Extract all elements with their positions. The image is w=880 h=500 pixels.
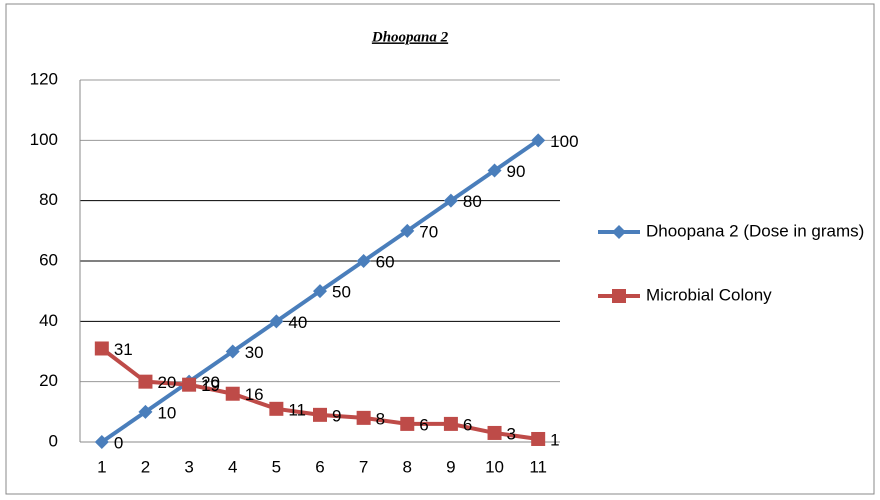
marker [225, 344, 240, 359]
y-tick-label: 80 [39, 190, 58, 209]
x-tick-label: 3 [184, 457, 193, 476]
x-tick-label: 4 [228, 457, 237, 476]
data-label: 20 [157, 373, 176, 392]
y-tick-label: 40 [39, 311, 58, 330]
data-label: 6 [419, 415, 428, 434]
marker [356, 254, 371, 268]
data-label: 30 [245, 343, 264, 362]
marker [400, 223, 415, 238]
y-tick-label: 60 [39, 250, 58, 269]
data-label: 40 [288, 313, 307, 332]
x-tick-label: 7 [359, 457, 368, 476]
x-tick-label: 6 [315, 457, 324, 476]
data-label: 8 [376, 409, 385, 428]
marker [487, 425, 502, 440]
x-tick-label: 10 [485, 457, 504, 476]
y-tick-label: 120 [30, 69, 58, 88]
marker [94, 341, 109, 356]
marker [313, 284, 327, 299]
legend-label: Microbial Colony [646, 285, 772, 304]
data-label: 80 [463, 192, 482, 211]
marker [138, 404, 153, 419]
data-label: 31 [114, 340, 133, 359]
x-tick-label: 11 [529, 457, 547, 476]
data-label: 19 [201, 376, 220, 395]
marker [443, 416, 458, 431]
data-label: 3 [507, 424, 516, 443]
data-label: 70 [419, 222, 438, 241]
marker [225, 386, 240, 401]
y-tick-label: 20 [39, 371, 58, 390]
y-tick-label: 100 [30, 130, 58, 149]
x-tick-label: 2 [141, 457, 150, 476]
x-tick-label: 5 [272, 457, 281, 476]
x-tick-label: 8 [403, 457, 412, 476]
marker [531, 133, 546, 148]
marker [612, 225, 626, 239]
marker [94, 435, 109, 449]
data-label: 6 [463, 415, 472, 434]
marker [269, 401, 284, 416]
marker [612, 289, 626, 303]
marker [531, 431, 546, 446]
legend-label: Dhoopana 2 (Dose in grams) [646, 221, 864, 240]
marker [443, 193, 458, 208]
marker [269, 314, 284, 329]
y-tick-label: 0 [49, 431, 58, 450]
data-label: 1 [550, 430, 559, 449]
data-label: 11 [288, 400, 306, 419]
marker [182, 377, 197, 392]
data-label: 60 [376, 252, 395, 271]
data-label: 16 [245, 385, 264, 404]
data-label: 0 [114, 433, 123, 452]
x-tick-label: 1 [97, 457, 106, 476]
x-tick-label: 9 [446, 457, 455, 476]
marker [313, 407, 327, 422]
chart-title: Dhoopana 2 [371, 29, 449, 45]
marker [356, 410, 371, 425]
data-label: 50 [332, 283, 351, 302]
data-label: 10 [157, 403, 176, 422]
marker [400, 416, 415, 431]
data-label: 9 [332, 406, 341, 425]
data-label: 90 [507, 162, 526, 181]
data-label: 100 [550, 132, 578, 151]
marker [138, 374, 153, 389]
marker [487, 163, 502, 178]
